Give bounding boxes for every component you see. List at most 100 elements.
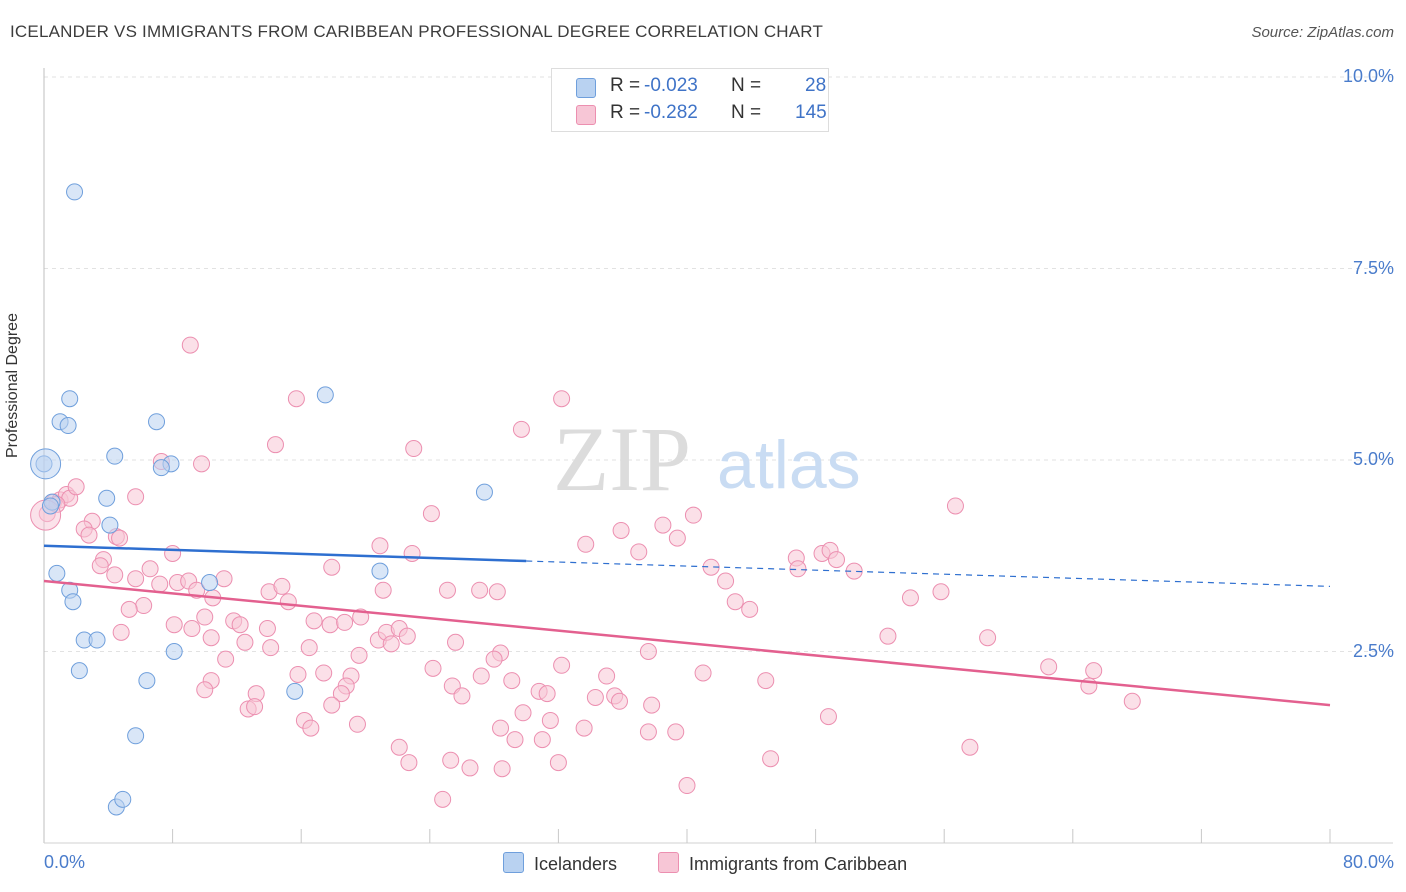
icelander-point: [98, 489, 116, 507]
caribbean-point: [461, 759, 479, 777]
icelander-point: [371, 562, 389, 580]
legend-r-label: R =: [610, 102, 641, 123]
caribbean-point: [279, 593, 297, 611]
icelander-point: [148, 413, 166, 431]
caribbean-point: [514, 704, 532, 722]
caribbean-point: [503, 672, 521, 690]
icelander-point: [106, 447, 124, 465]
icelander-point: [152, 459, 170, 477]
caribbean-point: [403, 544, 421, 562]
caribbean-point: [300, 639, 318, 657]
x-tick-label-min: 0.0%: [44, 852, 86, 872]
caribbean-point: [287, 390, 305, 408]
caribbean-point: [80, 526, 98, 544]
caribbean-points: [30, 336, 1141, 808]
caribbean-point: [586, 688, 604, 706]
caribbean-point: [424, 659, 442, 677]
icelander-point: [30, 448, 62, 480]
stats-legend: R = -0.023 N = 28 R = -0.282 N = 145: [551, 68, 829, 132]
icelander-points: [30, 183, 493, 816]
caribbean-point: [553, 656, 571, 674]
watermark-atlas: atlas: [717, 427, 861, 503]
caribbean-point: [827, 551, 845, 569]
y-tick-label: 7.5%: [1352, 257, 1394, 278]
caribbean-point: [127, 488, 145, 506]
caribbean-point: [106, 566, 124, 584]
legend-n-value: 145: [795, 102, 827, 123]
icelander-point: [61, 390, 79, 408]
icelander-point: [66, 183, 84, 201]
caribbean-point: [541, 711, 559, 729]
caribbean-point: [91, 557, 109, 575]
y-tick-label: 5.0%: [1352, 449, 1394, 469]
legend-swatch-pink: [576, 105, 596, 125]
caribbean-point: [493, 760, 511, 778]
caribbean-point: [447, 633, 465, 651]
caribbean-point: [164, 544, 182, 562]
y-tick-label: 10.0%: [1342, 66, 1394, 86]
icelander-point: [59, 417, 77, 435]
caribbean-point: [506, 731, 524, 749]
icelander-point: [88, 631, 106, 649]
legend-n-label: N =: [731, 102, 762, 123]
caribbean-point: [405, 440, 423, 458]
caribbean-trend: [43, 579, 1331, 707]
caribbean-point: [289, 665, 307, 683]
caribbean-point: [639, 723, 657, 741]
caribbean-point: [819, 708, 837, 726]
legend-n-label: N =: [731, 75, 762, 96]
caribbean-point: [879, 627, 897, 645]
icelander-point: [475, 483, 493, 501]
bottom-legend-label-caribbean: Immigrants from Caribbean: [689, 854, 908, 874]
icelander-point: [201, 574, 219, 592]
y-axis-label: Professional Degree: [4, 313, 21, 458]
caribbean-point: [533, 731, 551, 749]
icelander-point: [101, 516, 119, 534]
caribbean-point: [315, 664, 333, 682]
caribbean-point: [332, 685, 350, 703]
caribbean-point: [181, 336, 199, 354]
caribbean-point: [112, 623, 130, 641]
caribbean-point: [694, 664, 712, 682]
caribbean-point: [422, 505, 440, 523]
source-label: Source: ZipAtlas.com: [1251, 24, 1394, 41]
caribbean-point: [684, 506, 702, 524]
caribbean-point: [932, 583, 950, 601]
watermark-zip: ZIP: [553, 408, 691, 510]
caribbean-point: [67, 478, 85, 496]
caribbean-point: [643, 696, 661, 714]
caribbean-point: [471, 581, 489, 599]
icelander-point: [64, 593, 82, 611]
icelander-trend-dashed: [526, 560, 1331, 587]
caribbean-point: [979, 629, 997, 647]
caribbean-point: [193, 455, 211, 473]
caribbean-point: [1123, 692, 1141, 710]
legend-swatch-blue: [576, 78, 596, 98]
caribbean-point: [382, 635, 400, 653]
caribbean-point: [1040, 658, 1058, 676]
caribbean-point: [165, 616, 183, 634]
caribbean-point: [442, 751, 460, 769]
caribbean-point: [236, 633, 254, 651]
caribbean-point: [630, 543, 648, 561]
caribbean-point: [492, 719, 510, 737]
caribbean-point: [762, 750, 780, 768]
legend-r-value: -0.282: [644, 102, 698, 123]
caribbean-point: [120, 600, 138, 618]
x-tick-label-max: 80.0%: [1342, 852, 1394, 872]
chart-title: ICELANDER VS IMMIGRANTS FROM CARIBBEAN P…: [10, 22, 824, 41]
legend-r-label: R =: [610, 75, 641, 96]
caribbean-point: [901, 589, 919, 607]
icelander-point: [48, 564, 66, 582]
caribbean-point: [258, 620, 276, 638]
caribbean-point: [323, 696, 341, 714]
caribbean-point: [726, 593, 744, 611]
legend-n-value: 28: [805, 75, 827, 96]
caribbean-point: [273, 577, 291, 595]
caribbean-point: [135, 597, 153, 615]
icelander-point: [165, 643, 183, 660]
caribbean-point: [667, 723, 685, 741]
caribbean-point: [336, 613, 354, 631]
icelander-point: [114, 790, 132, 808]
